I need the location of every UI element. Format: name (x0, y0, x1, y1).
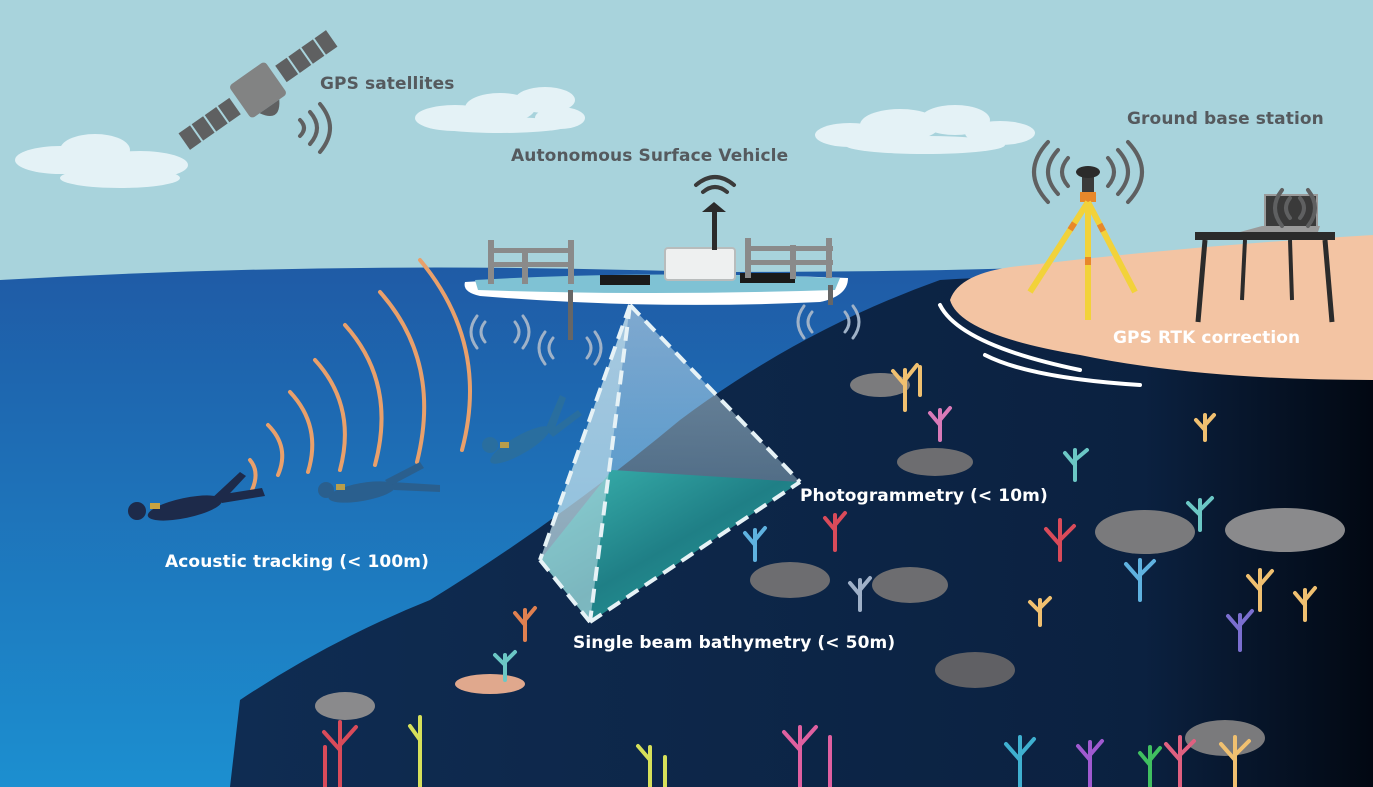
beach (950, 235, 1373, 380)
seabed (230, 275, 1373, 787)
signal-waves-icon (469, 304, 861, 366)
gps-tripod-icon (1027, 166, 1138, 320)
diver-icon (318, 462, 440, 503)
satellite-icon (178, 30, 338, 150)
diver-icon (482, 395, 582, 464)
beam-pyramid (538, 303, 802, 624)
coral-icon (322, 363, 1317, 787)
wave-foam (938, 303, 1142, 387)
photogrammetry-label: Photogrammetry (< 10m) (800, 486, 1048, 506)
cloud-icon (15, 134, 188, 188)
cloud-icon (415, 87, 585, 133)
ground-base-station-label: Ground base station (1127, 109, 1324, 129)
asv-label: Autonomous Surface Vehicle (511, 146, 789, 166)
diver-icon (128, 472, 265, 521)
signal-waves-icon (298, 102, 332, 154)
signal-waves-icon (1273, 188, 1317, 228)
gps-satellites-label: GPS satellites (320, 74, 455, 94)
bathymetry-label: Single beam bathymetry (< 50m) (573, 633, 896, 653)
signal-waves-icon (1032, 140, 1144, 204)
acoustic-tracking-label: Acoustic tracking (< 100m) (165, 552, 429, 572)
cloud-icon (815, 105, 1035, 154)
acoustic-waves (248, 258, 472, 492)
gps-rtk-label: GPS RTK correction (1113, 328, 1301, 348)
surface-vehicle-icon (464, 202, 848, 340)
signal-waves-icon (694, 175, 736, 194)
